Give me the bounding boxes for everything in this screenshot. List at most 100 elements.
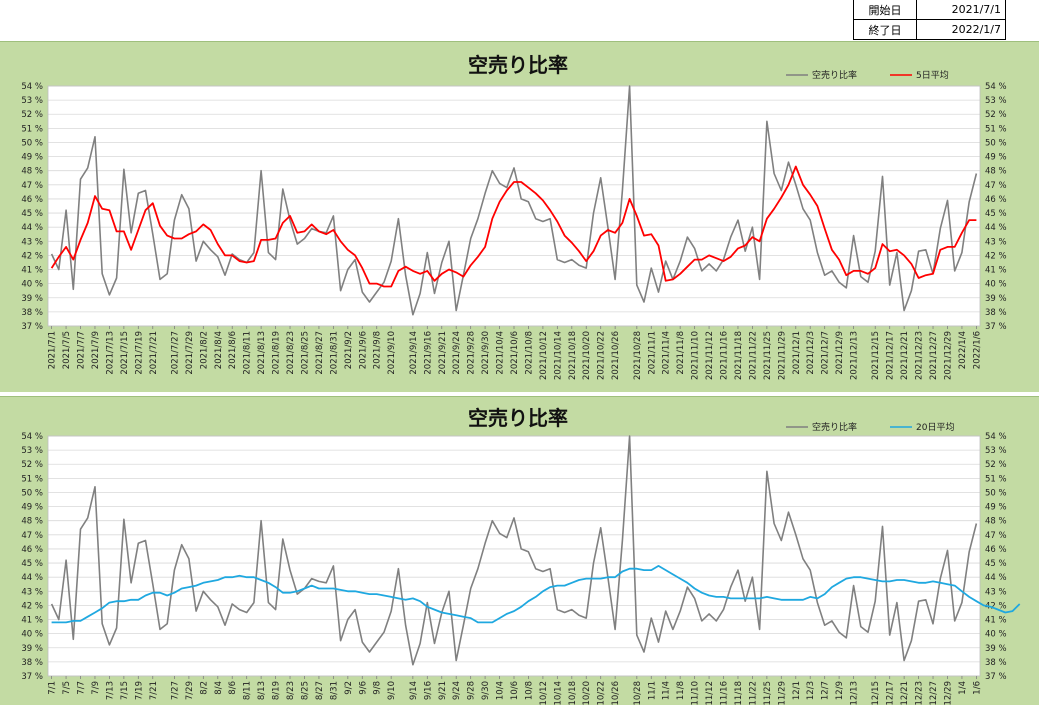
x-tick-label: 2021/9/28 — [467, 331, 477, 375]
x-tick-label: 10/28 — [633, 681, 643, 705]
y-tick-label-left: 47 % — [21, 181, 43, 191]
x-tick-label: 12/7 — [821, 681, 831, 700]
x-tick-label: 2021/9/24 — [452, 331, 462, 375]
x-tick-label: 7/9 — [91, 681, 101, 695]
x-tick-label: 2021/12/7 — [821, 331, 831, 375]
x-tick-label: 8/11 — [243, 681, 253, 700]
x-tick-label: 2021/10/6 — [510, 331, 520, 375]
plot-area — [48, 436, 980, 676]
y-tick-label-right: 47 % — [985, 181, 1007, 191]
x-tick-label: 2021/9/10 — [387, 331, 397, 375]
x-tick-label: 9/6 — [358, 681, 368, 695]
x-tick-label: 2021/10/4 — [496, 331, 506, 375]
end-date-value[interactable]: 2022/1/7 — [916, 19, 1006, 40]
x-tick-label: 2021/8/31 — [329, 331, 339, 375]
x-tick-label: 2021/9/16 — [423, 331, 433, 375]
x-tick-label: 7/7 — [77, 681, 87, 695]
x-axis: 7/1 7/5 7/7 7/9 7/13 7/15 7/19 7/21 7/27 7/29 8/2 8… — [48, 676, 982, 705]
y-tick-label-left: 45 % — [21, 209, 43, 219]
start-date-label: 開始日 — [853, 0, 917, 20]
date-range-table: 開始日 2021/7/1 終了日 2022/1/7 — [853, 0, 1006, 40]
chart-panel-20day[interactable]: 空売り比率 37 % 38 % 39 % 40 % 41 % 42 % 43 % 44 % 45… — [0, 396, 1039, 705]
x-tick-label: 2021/12/17 — [886, 331, 896, 380]
y-tick-label-right: 49 % — [985, 153, 1007, 163]
x-tick-label: 2021/11/8 — [676, 331, 686, 375]
x-tick-label: 2021/8/25 — [300, 331, 310, 375]
y-tick-label-left: 54 % — [21, 82, 43, 92]
x-tick-label: 12/23 — [915, 681, 925, 705]
x-tick-label: 7/13 — [105, 681, 115, 700]
plot-area — [48, 86, 980, 326]
y-tick-label-right: 51 % — [985, 124, 1007, 134]
x-tick-label: 2021/10/18 — [568, 331, 578, 380]
y-tick-label-right: 53 % — [985, 96, 1007, 106]
y-tick-label-right: 41 % — [985, 616, 1007, 626]
y-tick-label-left: 39 % — [21, 294, 43, 304]
y-tick-label-left: 54 % — [21, 432, 43, 442]
x-tick-label: 2021/7/13 — [105, 331, 115, 375]
x-tick-label: 2021/7/1 — [48, 331, 58, 369]
x-tick-label: 2021/12/27 — [929, 331, 939, 380]
x-tick-label: 10/4 — [496, 681, 506, 700]
x-tick-label: 1/6 — [972, 681, 982, 695]
x-tick-label: 2021/9/21 — [438, 331, 448, 375]
y-tick-label-left: 49 % — [21, 503, 43, 513]
y-tick-label-right: 49 % — [985, 503, 1007, 513]
x-tick-label: 2021/7/5 — [62, 331, 72, 369]
x-tick-label: 2021/10/26 — [611, 331, 621, 380]
y-tick-label-right: 38 % — [985, 658, 1007, 668]
x-tick-label: 2021/11/16 — [720, 331, 730, 380]
y-tick-label-right: 43 % — [985, 587, 1007, 597]
y-tick-label-left: 51 % — [21, 124, 43, 134]
x-tick-label: 12/9 — [835, 681, 845, 700]
x-tick-label: 2021/10/22 — [597, 331, 607, 380]
x-tick-label: 8/31 — [329, 681, 339, 700]
y-tick-label-right: 43 % — [985, 237, 1007, 247]
legend-label-ratio: 空売り比率 — [812, 421, 857, 433]
x-tick-label: 2021/7/9 — [91, 331, 101, 369]
x-tick-label: 2021/7/19 — [134, 331, 144, 375]
x-tick-label: 8/4 — [214, 681, 224, 695]
x-tick-label: 8/23 — [286, 681, 296, 700]
x-tick-label: 8/6 — [228, 681, 238, 695]
legend: 空売り比率 20日平均 — [786, 421, 954, 433]
series-line-short-ratio — [50, 85, 978, 316]
x-tick-label: 2021/11/25 — [763, 331, 773, 380]
x-tick-label: 2021/7/15 — [120, 331, 130, 375]
x-tick-label: 12/1 — [792, 681, 802, 700]
y-tick-label-right: 37 % — [985, 672, 1007, 682]
x-tick-label: 2021/9/30 — [481, 331, 491, 375]
y-axis-right: 37 % 38 % 39 % 40 % 41 % 42 % 43 % 44 % 45 % 46 %… — [985, 432, 1007, 682]
grid-lines — [47, 85, 981, 327]
x-tick-label: 12/13 — [850, 681, 860, 705]
legend-label-average: 20日平均 — [916, 421, 954, 433]
series-line-moving-average — [51, 564, 1021, 624]
legend-label-average: 5日平均 — [916, 69, 949, 81]
x-tick-label: 2021/11/10 — [691, 331, 701, 380]
y-tick-label-left: 42 % — [21, 601, 43, 611]
chart-panel-5day[interactable]: 空売り比率 37 % 38 % 39 % 40 % 41 % 42 % 43 % 44 % 45… — [0, 41, 1039, 392]
x-tick-label: 9/30 — [481, 681, 491, 700]
y-tick-label-left: 37 % — [21, 322, 43, 332]
legend: 空売り比率 5日平均 — [786, 69, 949, 81]
x-tick-label: 2021/11/12 — [705, 331, 715, 380]
x-tick-label: 2021/12/23 — [915, 331, 925, 380]
x-tick-label: 7/27 — [170, 681, 180, 700]
y-tick-label-right: 41 % — [985, 266, 1007, 276]
x-tick-label: 2021/12/3 — [806, 331, 816, 375]
series-line-short-ratio — [50, 435, 978, 666]
series-lines — [50, 85, 978, 316]
x-tick-label: 9/14 — [409, 681, 419, 700]
y-tick-label-right: 46 % — [985, 545, 1007, 555]
chart-title: 空売り比率 — [468, 53, 568, 77]
x-tick-label: 10/14 — [553, 681, 563, 705]
end-date-row: 終了日 2022/1/7 — [853, 19, 1006, 40]
x-tick-label: 2022/1/4 — [958, 331, 968, 369]
x-tick-label: 9/28 — [467, 681, 477, 700]
y-tick-label-left: 53 % — [21, 446, 43, 456]
x-tick-label: 2021/8/13 — [257, 331, 267, 375]
y-tick-label-right: 51 % — [985, 474, 1007, 484]
x-tick-label: 11/10 — [691, 681, 701, 705]
start-date-value[interactable]: 2021/7/1 — [916, 0, 1006, 20]
x-tick-label: 10/18 — [568, 681, 578, 705]
